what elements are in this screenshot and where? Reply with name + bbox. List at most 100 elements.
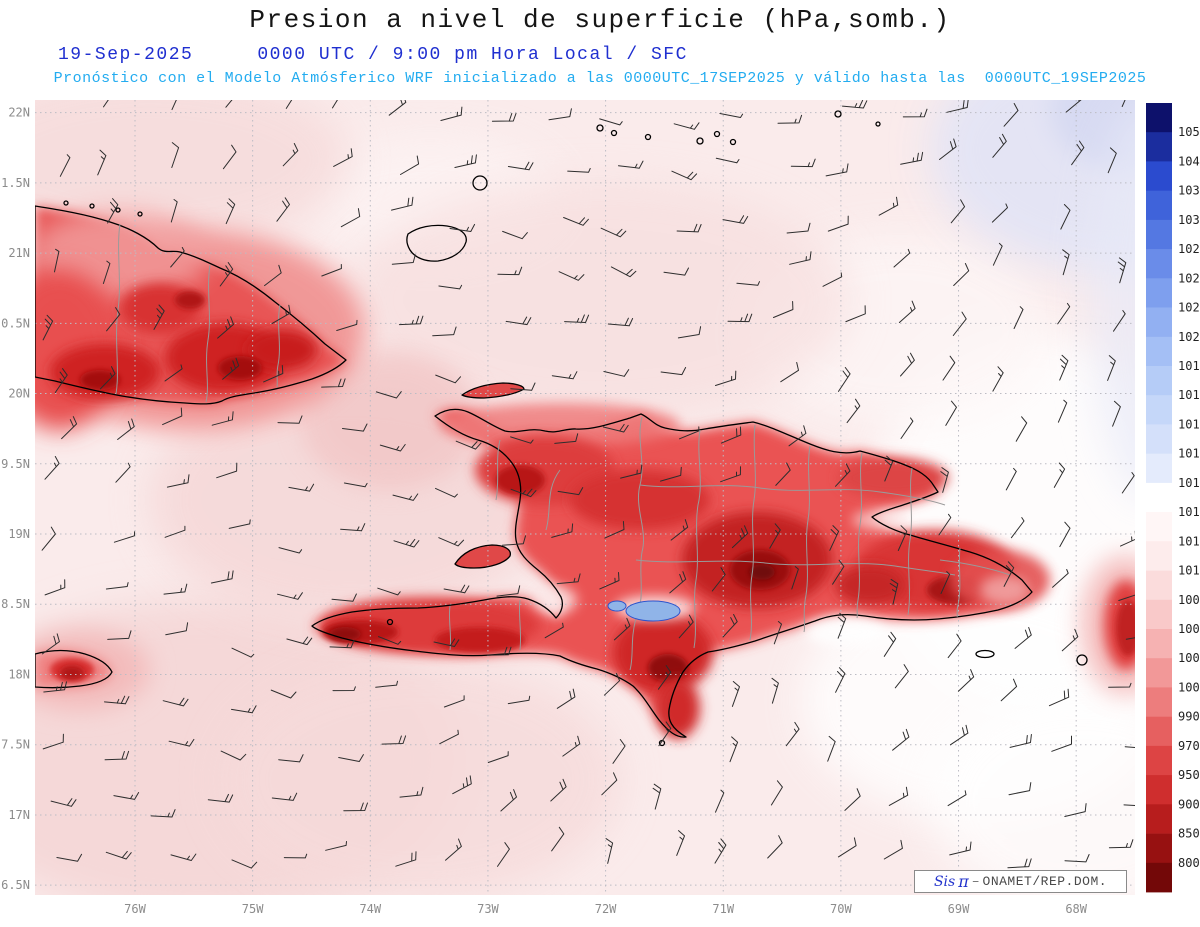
wind-barb — [391, 254, 416, 265]
wind-barb — [663, 267, 689, 276]
wind-barb — [41, 526, 56, 551]
wind-barb — [992, 242, 1003, 266]
wind-barb — [163, 583, 188, 595]
wind-barb — [893, 248, 911, 268]
pressure-shading-field — [35, 100, 1135, 895]
wind-barb — [282, 143, 299, 167]
wind-barb — [104, 750, 130, 761]
wind-barb — [554, 433, 579, 444]
wind-barb — [957, 669, 975, 692]
wind-barb — [601, 772, 618, 796]
wind-barb — [1057, 399, 1068, 423]
wind-barb — [897, 525, 908, 551]
colorbar-tick-label: 900 — [1178, 797, 1200, 811]
colorbar-segment — [1146, 775, 1172, 805]
wind-barb — [729, 736, 739, 763]
wind-barb — [228, 519, 251, 529]
wind-barb — [835, 667, 846, 693]
wind-barb — [1000, 678, 1018, 702]
wind-barb — [207, 793, 234, 803]
wind-barb — [947, 633, 962, 659]
wind-barb — [719, 113, 744, 118]
wind-barb — [1107, 147, 1117, 174]
colorbar-tick-label: 1018 — [1178, 388, 1200, 402]
wind-barb — [398, 315, 424, 326]
colorbar-tick-label: 1000 — [1178, 680, 1200, 694]
wind-barb — [231, 859, 258, 869]
wind-barb — [231, 647, 255, 658]
colorbar-tick-label: 1013 — [1178, 505, 1200, 519]
wind-barb — [1003, 561, 1015, 587]
wind-barb — [731, 525, 749, 549]
wind-barb — [497, 266, 523, 276]
wind-barb — [440, 106, 463, 121]
wind-barb — [837, 612, 847, 639]
wind-barb — [720, 466, 741, 483]
wind-barb — [599, 118, 623, 126]
wind-barb — [507, 695, 531, 705]
page-title: Presion a nivel de superficie (hPa,somb.… — [249, 5, 951, 35]
wind-barb — [1013, 306, 1024, 329]
wind-barb — [620, 464, 643, 479]
colorbar-segment — [1146, 453, 1172, 484]
wind-barb — [946, 100, 969, 113]
wind-barb — [1065, 100, 1082, 113]
colorbar-segment — [1146, 103, 1172, 133]
axis-labels: 22N 1.5N 21N 0.5N 20N 9.5N 19N 8.5N 18N 7.5N 17N 6.… — [1, 106, 1088, 916]
wind-barb — [332, 100, 338, 109]
wind-barb — [217, 316, 234, 339]
wind-barb — [602, 423, 629, 433]
wind-barb — [393, 538, 420, 548]
wind-barb — [556, 688, 576, 709]
colorbar-segment — [1146, 219, 1172, 250]
wind-barb — [510, 382, 536, 391]
wind-barb — [104, 695, 130, 705]
wind-barb — [1061, 628, 1079, 652]
wind-barb — [605, 838, 614, 864]
lat-tick-label: 8.5N — [1, 597, 30, 611]
wind-barb — [953, 263, 970, 286]
sispi-brand: Sis — [933, 873, 956, 890]
wind-barb — [942, 355, 956, 381]
wind-barb — [558, 271, 585, 281]
colorbar-segment — [1146, 190, 1172, 221]
lon-tick-label: 73W — [477, 902, 499, 916]
wind-barb — [551, 826, 565, 852]
wind-barb — [150, 809, 176, 818]
colorbar-tick-label: 1015 — [1178, 476, 1200, 490]
wind-barb — [216, 462, 238, 479]
wind-barb — [883, 631, 897, 657]
wind-barb — [722, 215, 749, 224]
wind-barb — [790, 158, 816, 168]
wind-barb — [1118, 594, 1135, 601]
wind-barb — [225, 198, 236, 225]
wind-barb — [773, 301, 794, 318]
forecast-date: 19-Sep-2025 — [58, 45, 194, 65]
wind-barb — [42, 314, 54, 341]
wind-barb — [331, 593, 357, 602]
colorbar-tick-label: 1010 — [1178, 564, 1200, 578]
colorbar-tick-label: 800 — [1178, 856, 1200, 870]
colorbar-tick-label: 1038 — [1178, 184, 1200, 198]
wind-barb — [1059, 354, 1069, 381]
wind-barb — [603, 369, 630, 377]
graticule-layer — [35, 100, 1135, 895]
colorbar-segment — [1146, 599, 1172, 630]
wind-barb — [715, 370, 737, 386]
wind-barb — [379, 444, 406, 452]
wind-barb — [1008, 782, 1032, 796]
wind-barb — [270, 689, 297, 699]
wind-barb — [491, 113, 517, 122]
wind-barb — [455, 440, 482, 450]
wind-barb — [278, 754, 304, 763]
lat-tick-label: 1.5N — [1, 176, 30, 190]
wind-barb — [43, 681, 67, 693]
wind-barb — [54, 368, 68, 393]
wind-barb — [106, 307, 121, 332]
lat-tick-label: 7.5N — [1, 738, 30, 752]
wind-barb — [1015, 416, 1028, 442]
wind-barb — [1059, 521, 1071, 548]
wind-barb — [771, 677, 779, 704]
wind-barb — [1113, 310, 1126, 332]
colorbar-segment — [1146, 862, 1172, 893]
